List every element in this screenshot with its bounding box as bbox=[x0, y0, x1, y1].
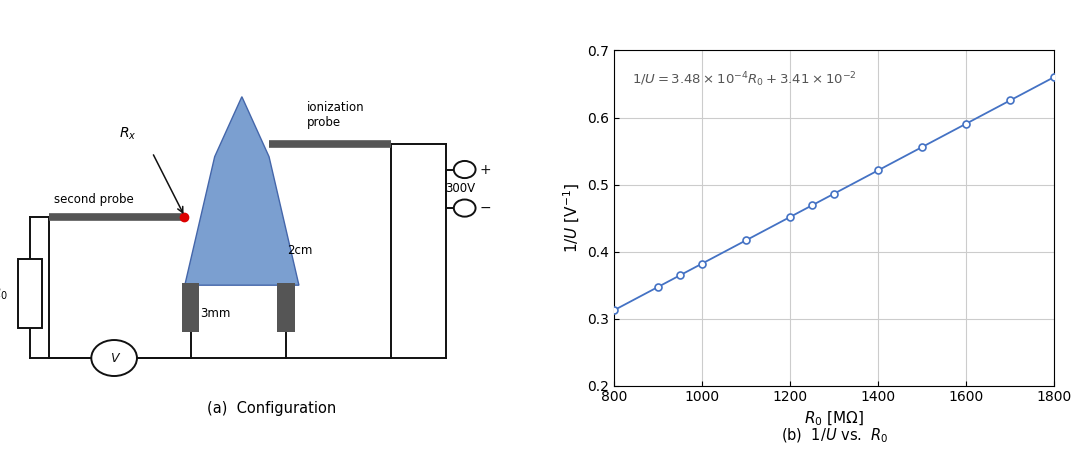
Text: second probe: second probe bbox=[54, 193, 134, 206]
Bar bbox=[18, 259, 42, 328]
Text: V: V bbox=[110, 352, 118, 364]
Text: $1/U = 3.48 \times 10^{-4}R_0 + 3.41 \times 10^{-2}$: $1/U = 3.48 \times 10^{-4}R_0 + 3.41 \ti… bbox=[632, 71, 857, 90]
Text: (a)  Configuration: (a) Configuration bbox=[208, 401, 336, 416]
Circle shape bbox=[454, 161, 476, 178]
Bar bbox=[183, 283, 200, 332]
Text: −: − bbox=[480, 201, 491, 215]
Text: +: + bbox=[480, 162, 491, 177]
Text: 3mm: 3mm bbox=[200, 307, 230, 319]
Circle shape bbox=[454, 200, 476, 217]
Text: $R_0$: $R_0$ bbox=[0, 285, 9, 302]
Bar bbox=[277, 283, 295, 332]
Text: (b)  $1/U$ vs.  $R_0$: (b) $1/U$ vs. $R_0$ bbox=[780, 427, 889, 445]
X-axis label: $R_0$ [MΩ]: $R_0$ [MΩ] bbox=[804, 410, 864, 428]
Text: ionization
probe: ionization probe bbox=[308, 101, 365, 129]
Text: 300V: 300V bbox=[446, 182, 476, 195]
Y-axis label: $1/U$ [V$^{-1}$]: $1/U$ [V$^{-1}$] bbox=[562, 183, 582, 253]
Text: 2cm: 2cm bbox=[287, 245, 312, 257]
Text: $R_x$: $R_x$ bbox=[118, 125, 137, 142]
Circle shape bbox=[91, 340, 137, 376]
Polygon shape bbox=[185, 97, 299, 285]
